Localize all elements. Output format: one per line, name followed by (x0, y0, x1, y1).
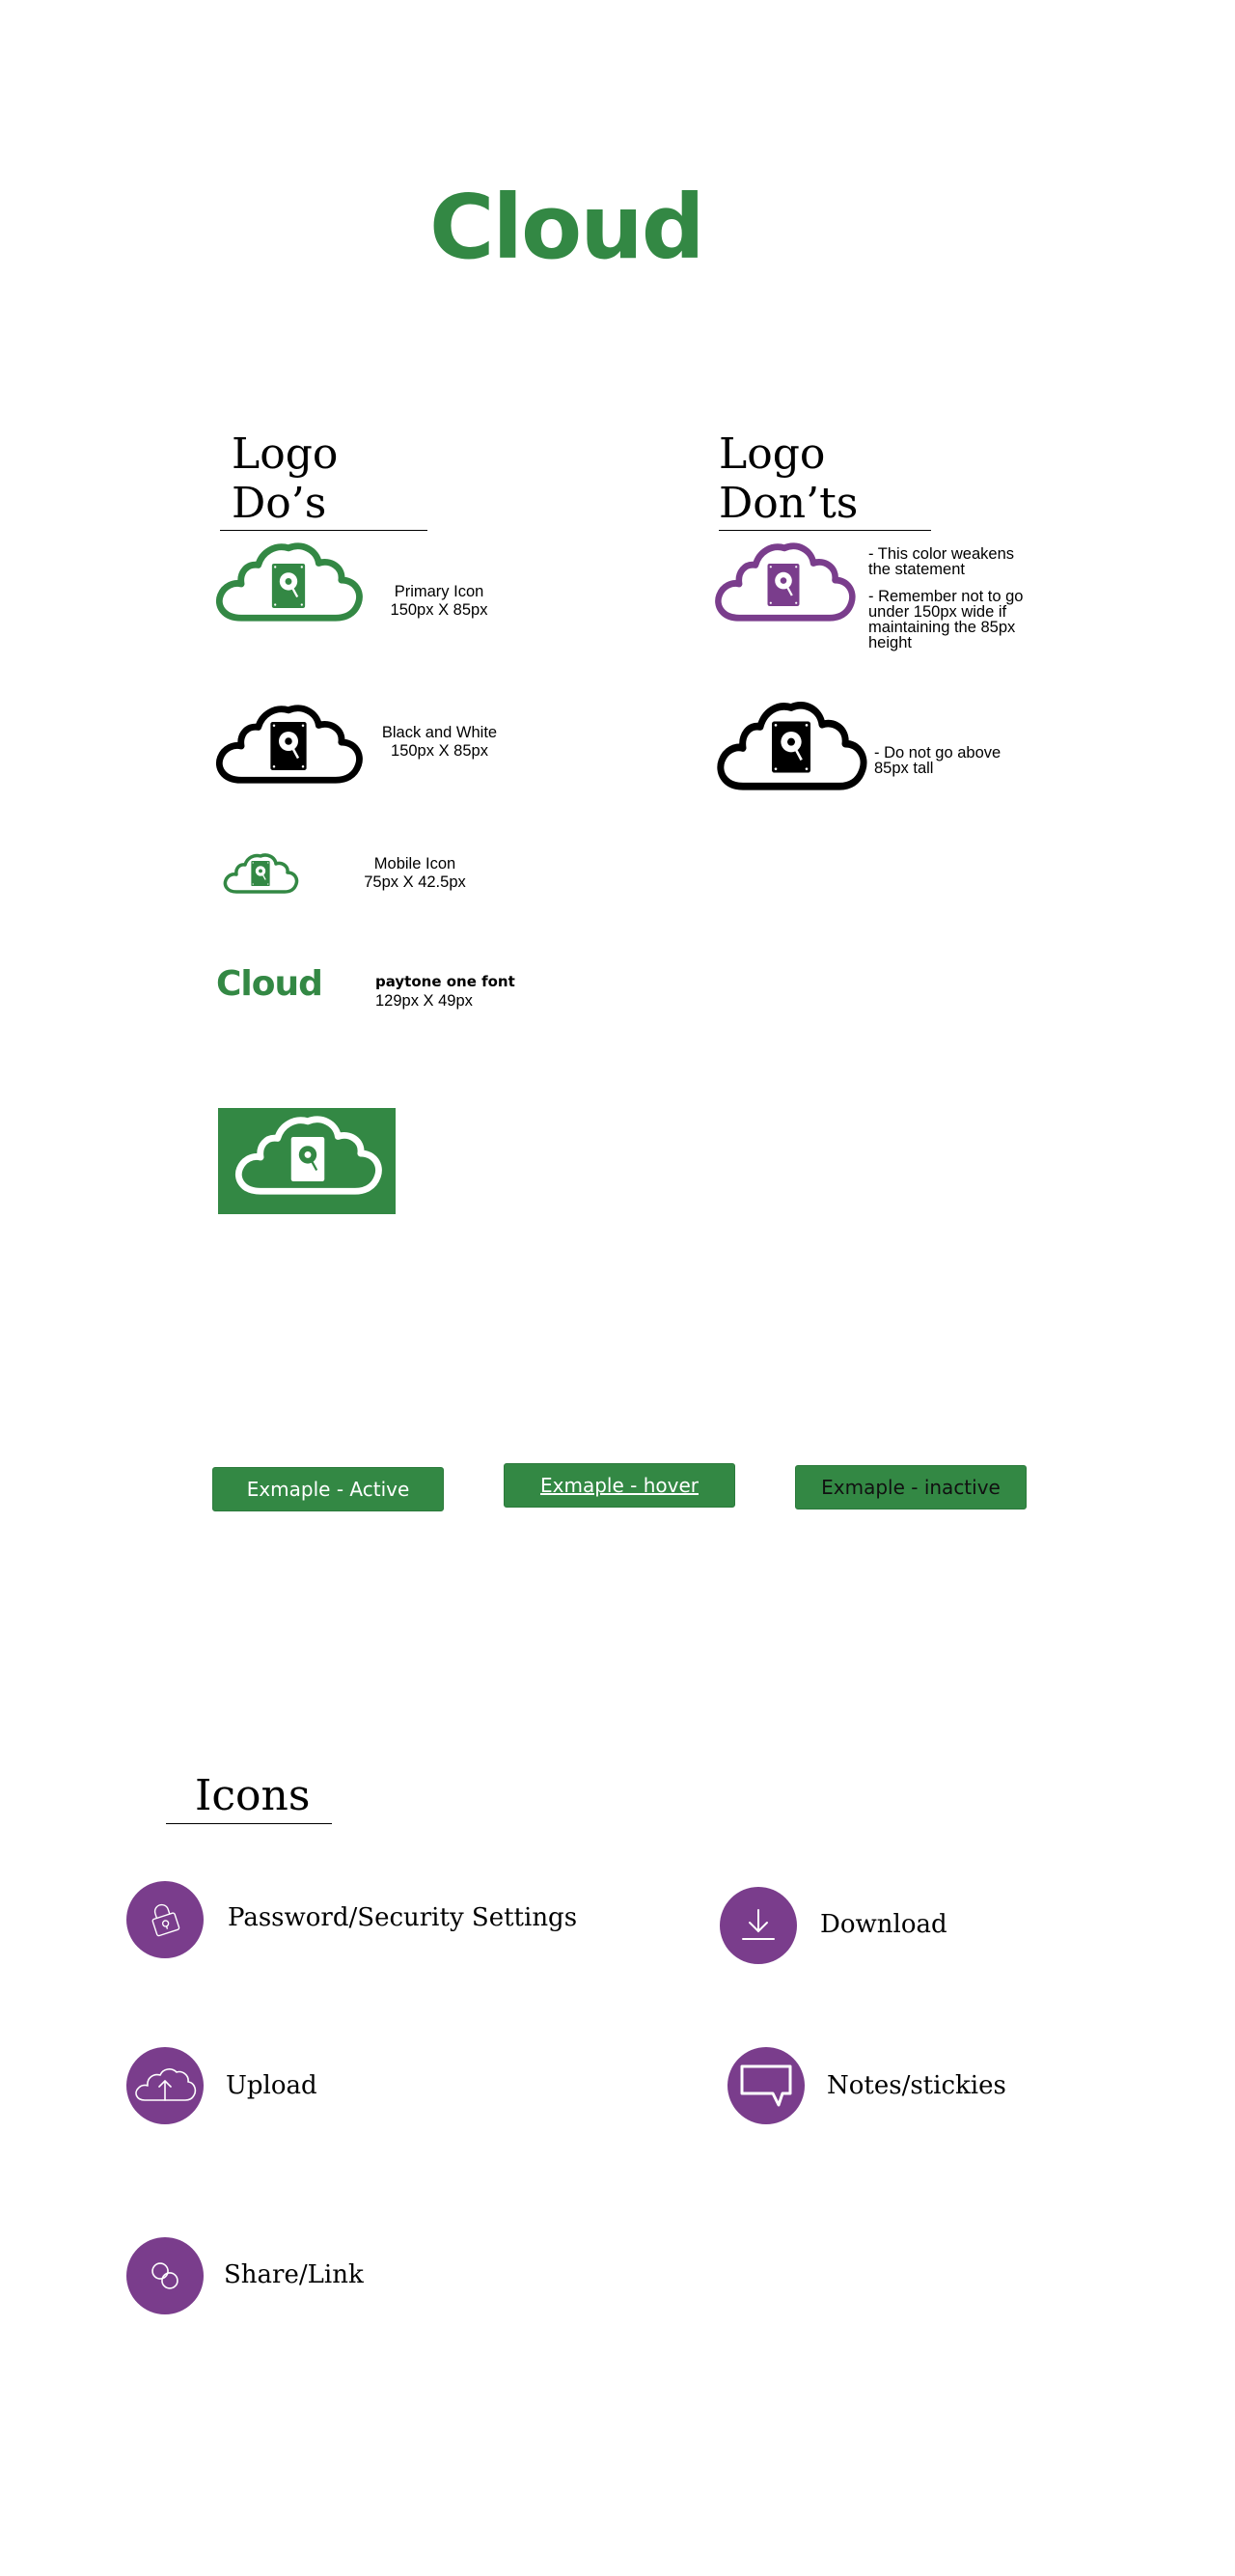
logo-donts-heading: Logo Don’ts (719, 429, 931, 532)
tall-cloud-icon-dont (714, 697, 868, 799)
download-icon-circle[interactable] (720, 1887, 797, 1964)
font-size-caption: 129px X 49px (375, 992, 473, 1010)
speech-bubble-icon (740, 2064, 792, 2107)
example-inactive-button[interactable]: Exmaple - inactive (795, 1465, 1027, 1510)
download-label: Download (820, 1910, 947, 1939)
tall-icon-notes: - Do not go above 85px tall (874, 744, 1002, 777)
upload-label: Upload (226, 2071, 317, 2100)
download-icon (742, 1909, 775, 1940)
example-active-button[interactable]: Exmaple - Active (212, 1467, 444, 1511)
password-security-label: Password/Security Settings (228, 1903, 578, 1932)
lock-icon (151, 1903, 180, 1937)
mobile-icon-caption: Mobile Icon 75px X 42.5px (364, 855, 466, 891)
share-link-label: Share/Link (224, 2260, 364, 2289)
notes-label: Notes/stickies (827, 2071, 1006, 2100)
purple-icon-notes: - This color weakens the statement - Rem… (868, 545, 1024, 651)
example-hover-button[interactable]: Exmaple - hover (504, 1463, 735, 1508)
reversed-logo-on-green (218, 1108, 396, 1214)
primary-cloud-icon (212, 539, 365, 629)
small-cloud-wordmark: Cloud (216, 964, 323, 1004)
logo-dos-heading: Logo Do’s (220, 429, 427, 532)
upload-icon-circle[interactable] (126, 2047, 204, 2124)
notes-icon-circle[interactable] (727, 2047, 805, 2124)
cloud-upload-icon (135, 2068, 197, 2101)
mobile-cloud-icon (222, 851, 299, 898)
black-white-cloud-icon (212, 701, 365, 791)
link-icon (151, 2262, 178, 2289)
password-security-icon-circle[interactable] (126, 1881, 204, 1958)
share-link-icon-circle[interactable] (126, 2237, 204, 2314)
icons-heading: Icons (166, 1771, 332, 1824)
purple-cloud-icon-dont (712, 539, 857, 629)
black-white-caption: Black and White 150px X 85px (381, 724, 498, 760)
primary-icon-caption: Primary Icon 150px X 85px (390, 583, 488, 619)
font-name-caption: paytone one font (375, 973, 515, 990)
cloud-wordmark-logo: Cloud (429, 176, 705, 279)
